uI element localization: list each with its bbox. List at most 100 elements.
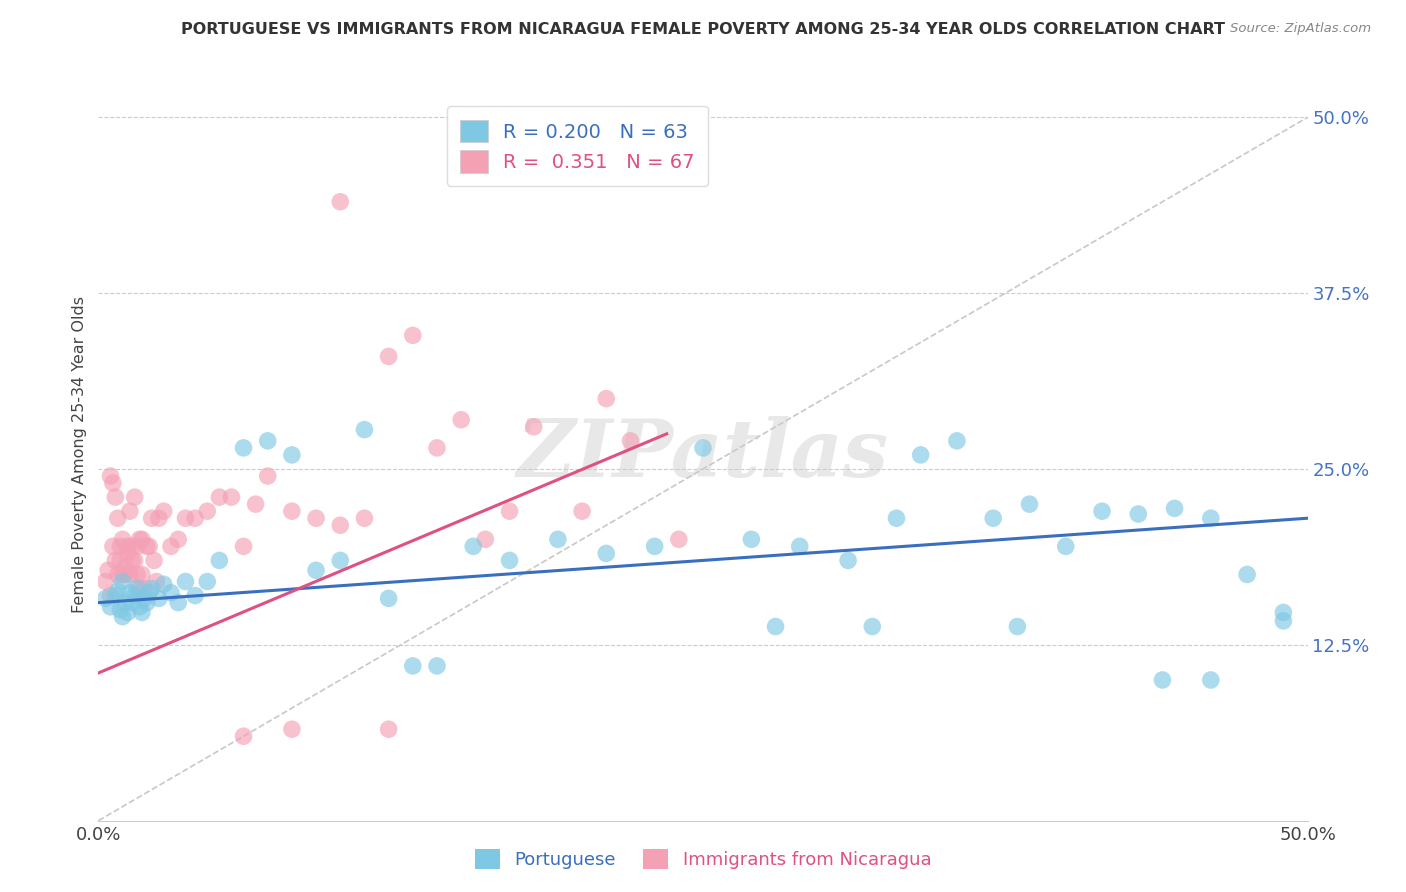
Point bbox=[141, 511, 163, 525]
Point bbox=[138, 539, 160, 553]
Point bbox=[121, 596, 143, 610]
Point bbox=[402, 659, 425, 673]
Point bbox=[1152, 673, 1174, 687]
Point bbox=[789, 539, 811, 553]
Point bbox=[329, 194, 352, 209]
Point bbox=[256, 434, 278, 448]
Point bbox=[1199, 511, 1222, 525]
Point bbox=[426, 441, 449, 455]
Point bbox=[377, 350, 399, 364]
Point bbox=[353, 423, 375, 437]
Point bbox=[184, 511, 207, 525]
Point bbox=[692, 441, 714, 455]
Point bbox=[232, 441, 254, 455]
Point bbox=[104, 589, 127, 603]
Point bbox=[281, 504, 304, 518]
Point bbox=[474, 533, 496, 547]
Point bbox=[1018, 497, 1040, 511]
Point bbox=[353, 511, 375, 525]
Point bbox=[135, 596, 157, 610]
Point bbox=[1272, 614, 1295, 628]
Point bbox=[148, 511, 170, 525]
Point bbox=[131, 533, 153, 547]
Point bbox=[101, 476, 124, 491]
Point bbox=[208, 490, 231, 504]
Point bbox=[107, 511, 129, 525]
Point bbox=[644, 539, 666, 553]
Point bbox=[145, 574, 167, 589]
Point bbox=[946, 434, 969, 448]
Point bbox=[108, 539, 131, 553]
Point bbox=[114, 596, 136, 610]
Legend: R = 0.200   N = 63, R =  0.351   N = 67: R = 0.200 N = 63, R = 0.351 N = 67 bbox=[447, 106, 709, 186]
Point bbox=[127, 539, 149, 553]
Point bbox=[101, 539, 124, 553]
Text: PORTUGUESE VS IMMIGRANTS FROM NICARAGUA FEMALE POVERTY AMONG 25-34 YEAR OLDS COR: PORTUGUESE VS IMMIGRANTS FROM NICARAGUA … bbox=[181, 22, 1225, 37]
Legend: Portuguese, Immigrants from Nicaragua: Portuguese, Immigrants from Nicaragua bbox=[465, 839, 941, 879]
Point bbox=[981, 511, 1004, 525]
Point bbox=[184, 589, 207, 603]
Point bbox=[837, 553, 859, 567]
Point bbox=[174, 574, 197, 589]
Point bbox=[329, 553, 352, 567]
Point bbox=[450, 413, 472, 427]
Point bbox=[114, 567, 136, 582]
Point bbox=[124, 553, 146, 567]
Point bbox=[305, 563, 328, 577]
Point bbox=[910, 448, 932, 462]
Point bbox=[100, 469, 122, 483]
Point bbox=[118, 567, 141, 582]
Point bbox=[595, 392, 617, 406]
Point bbox=[523, 419, 546, 434]
Point bbox=[108, 602, 131, 616]
Point bbox=[1054, 539, 1077, 553]
Point bbox=[124, 490, 146, 504]
Point bbox=[498, 504, 520, 518]
Point bbox=[128, 599, 150, 614]
Point bbox=[117, 539, 139, 553]
Point bbox=[138, 586, 160, 600]
Point bbox=[118, 504, 141, 518]
Point bbox=[117, 546, 139, 560]
Point bbox=[195, 574, 218, 589]
Point bbox=[121, 553, 143, 567]
Point bbox=[195, 504, 218, 518]
Point bbox=[463, 539, 485, 553]
Point bbox=[860, 619, 883, 633]
Point bbox=[128, 533, 150, 547]
Point bbox=[221, 490, 243, 504]
Point bbox=[886, 511, 908, 525]
Point bbox=[134, 582, 156, 596]
Point bbox=[131, 606, 153, 620]
Point bbox=[498, 553, 520, 567]
Point bbox=[402, 328, 425, 343]
Point bbox=[232, 539, 254, 553]
Point bbox=[100, 599, 122, 614]
Point bbox=[281, 723, 304, 737]
Text: Source: ZipAtlas.com: Source: ZipAtlas.com bbox=[1230, 22, 1371, 36]
Point bbox=[208, 553, 231, 567]
Point bbox=[167, 533, 190, 547]
Point bbox=[152, 504, 174, 518]
Point bbox=[94, 591, 117, 606]
Point bbox=[160, 586, 183, 600]
Point bbox=[131, 567, 153, 582]
Point bbox=[1163, 501, 1185, 516]
Point bbox=[94, 574, 117, 589]
Point bbox=[765, 619, 787, 633]
Point bbox=[167, 596, 190, 610]
Point bbox=[245, 497, 267, 511]
Point bbox=[104, 553, 127, 567]
Point bbox=[547, 533, 569, 547]
Point bbox=[281, 448, 304, 462]
Point bbox=[124, 589, 146, 603]
Point bbox=[1128, 507, 1150, 521]
Point bbox=[111, 533, 134, 547]
Point bbox=[143, 553, 166, 567]
Point bbox=[108, 553, 131, 567]
Point bbox=[160, 539, 183, 553]
Point bbox=[111, 567, 134, 582]
Point bbox=[668, 533, 690, 547]
Point bbox=[1272, 606, 1295, 620]
Point bbox=[232, 729, 254, 743]
